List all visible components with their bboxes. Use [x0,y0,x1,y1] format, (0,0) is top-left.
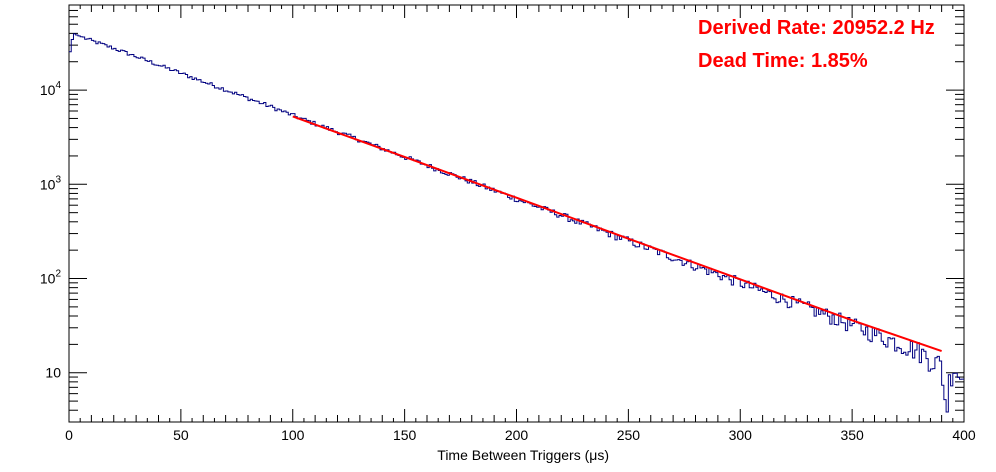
x-tick-label: 0 [65,427,73,443]
x-tick-label: 400 [952,427,976,443]
x-tick-label: 100 [281,427,305,443]
x-axis-title: Time Between Triggers (μs) [437,447,609,463]
y-tick-label: 10 [45,365,61,381]
y-tick-labels: 104 103 102 10 [40,80,62,381]
x-tick-label: 350 [840,427,864,443]
histogram-series [69,33,964,413]
series-group [69,33,964,413]
annotation-text: Dead Time: 1.85% [698,50,868,72]
axis-ticks [68,4,965,423]
x-tick-label: 300 [729,427,753,443]
x-tick-label: 150 [393,427,417,443]
y-tick-label: 103 [40,174,62,192]
y-tick-label: 102 [40,269,62,287]
y-tick-label: 104 [40,80,62,98]
x-tick-label: 200 [505,427,529,443]
annotations: Derived Rate: 20952.2 Hz Dead Time: 1.85% [698,17,935,72]
x-tick-label: 50 [173,427,189,443]
x-tick-label: 250 [617,427,641,443]
x-tick-labels: 0 50 100 150 200 250 300 350 400 [65,427,976,443]
annotation-text: Derived Rate: 20952.2 Hz [698,17,935,39]
fit-line [292,115,942,352]
